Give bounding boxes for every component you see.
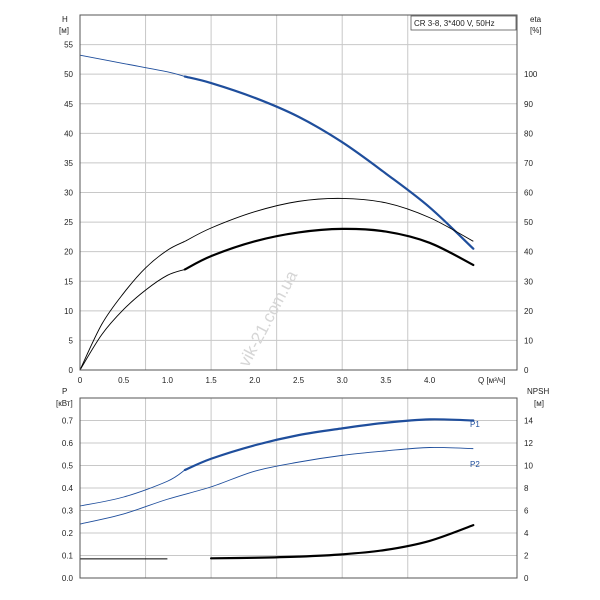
left-tick-label: 35: [64, 159, 73, 168]
x-tick-label: 1.0: [162, 376, 174, 385]
series-2-line: [210, 524, 475, 560]
top-left-axis-label: H: [62, 15, 68, 24]
series-label-p1: P1: [470, 420, 480, 429]
series-1-line: [184, 197, 474, 242]
top-plot-frame: [79, 14, 518, 371]
series-0-line: [183, 75, 475, 250]
left-tick-label: 0.2: [62, 529, 74, 538]
x-tick-label: 0.5: [118, 376, 130, 385]
left-tick-label: 40: [64, 129, 73, 138]
left-tick-label: 15: [64, 277, 73, 286]
left-tick-label: 0.5: [62, 462, 74, 471]
top-left-axis-unit: [м]: [59, 26, 69, 35]
right-tick-label: 40: [524, 248, 533, 257]
right-tick-label: 60: [524, 189, 533, 198]
series-label-p2: P2: [470, 460, 480, 469]
series-2-line: [183, 227, 475, 271]
right-tick-label: 10: [524, 462, 533, 471]
right-tick-label: 12: [524, 439, 533, 448]
x-tick-label: 2.0: [249, 376, 261, 385]
bottom-chart-ticks: 0.0 0.1 0.2 0.3 0.4 0.5 0.6 0.7 0 2 4 6 8 10 12 14: [62, 417, 534, 584]
left-tick-label: 0.1: [62, 552, 74, 561]
left-tick-label: 0.3: [62, 507, 74, 516]
left-tick-label: 0.4: [62, 484, 74, 493]
right-tick-label: 70: [524, 159, 533, 168]
x-tick-label: 0: [78, 376, 83, 385]
left-tick-label: 5: [69, 336, 74, 345]
bottom-plot-frame: [79, 397, 518, 579]
top-chart-grid: [79, 15, 517, 371]
bottom-chart-series: [79, 418, 475, 560]
left-tick-label: 30: [64, 189, 73, 198]
left-tick-label: 0.7: [62, 417, 74, 426]
right-tick-label: 80: [524, 129, 533, 138]
right-tick-label: 0: [524, 574, 529, 583]
series-1-line-thin: [79, 240, 186, 371]
series-1-line-thin: [79, 446, 474, 525]
series-0-line-thin: [79, 54, 185, 77]
top-right-axis-label: eta: [530, 15, 542, 24]
bottom-chart-grid: [79, 398, 517, 579]
right-tick-label: 6: [524, 507, 529, 516]
left-tick-label: 20: [64, 248, 73, 257]
x-tick-label: 2.5: [293, 376, 305, 385]
x-tick-label: 3.0: [337, 376, 349, 385]
chart-title: CR 3-8, 3*400 V, 50Hz: [414, 19, 495, 28]
top-right-axis-unit: [%]: [530, 26, 542, 35]
right-tick-label: 8: [524, 484, 529, 493]
right-tick-label: 4: [524, 529, 529, 538]
left-tick-label: 55: [64, 41, 73, 50]
left-tick-label: 0.6: [62, 439, 74, 448]
x-tick-label: 1.5: [206, 376, 218, 385]
x-tick-label: 3.5: [380, 376, 392, 385]
watermark: vik-21.com.ua: [235, 267, 302, 370]
series-2-line-thin: [79, 268, 186, 371]
bottom-left-axis-unit: [кВт]: [56, 399, 73, 408]
left-tick-label: 25: [64, 218, 73, 227]
x-tick-label: 4.0: [424, 376, 436, 385]
left-tick-label: 0.0: [62, 574, 74, 583]
left-tick-label: 0: [69, 366, 74, 375]
right-tick-label: 30: [524, 277, 533, 286]
right-tick-label: 100: [524, 70, 538, 79]
top-chart-series: [79, 54, 475, 371]
bottom-right-axis-label: NPSH: [527, 387, 549, 396]
top-chart-ticks: 0 5 10 15 20 25 30 35 40 45 50 55 0 10 20 30 40 50 60 70 80 9…: [64, 41, 538, 385]
left-tick-label: 10: [64, 307, 73, 316]
right-tick-label: 50: [524, 218, 533, 227]
series-0-line: [183, 418, 475, 472]
right-tick-label: 0: [524, 366, 529, 375]
right-tick-label: 20: [524, 307, 533, 316]
right-tick-label: 14: [524, 417, 533, 426]
series-0-line-thin: [79, 469, 186, 507]
bottom-right-axis-unit: [м]: [534, 399, 544, 408]
x-axis-label: Q [м³/ч]: [478, 376, 505, 385]
right-tick-label: 90: [524, 100, 533, 109]
right-tick-label: 2: [524, 552, 529, 561]
left-tick-label: 50: [64, 70, 73, 79]
title-box: [410, 15, 517, 31]
right-tick-label: 10: [524, 336, 533, 345]
left-tick-label: 45: [64, 100, 73, 109]
bottom-left-axis-label: P: [62, 387, 67, 396]
